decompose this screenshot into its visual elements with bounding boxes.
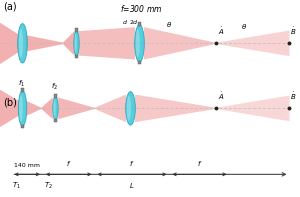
Ellipse shape [18, 91, 27, 126]
Text: $f_2$: $f_2$ [51, 82, 58, 92]
Bar [139, 22, 141, 26]
Ellipse shape [74, 34, 77, 53]
Polygon shape [58, 98, 94, 119]
Polygon shape [135, 95, 216, 122]
Bar [55, 94, 56, 98]
Polygon shape [26, 101, 41, 116]
Bar [76, 55, 78, 58]
Text: $\theta$: $\theta$ [242, 21, 248, 31]
Ellipse shape [19, 95, 23, 122]
Polygon shape [94, 95, 126, 122]
Text: $2d$: $2d$ [129, 18, 139, 26]
Text: 140 mm: 140 mm [14, 164, 40, 168]
Polygon shape [0, 23, 20, 64]
Text: $\dot{A}$: $\dot{A}$ [218, 91, 224, 102]
Ellipse shape [53, 99, 56, 117]
Polygon shape [216, 31, 290, 56]
Bar [139, 61, 141, 64]
Bar [55, 119, 56, 122]
Ellipse shape [135, 25, 144, 62]
Ellipse shape [18, 24, 27, 63]
Text: $T_2$: $T_2$ [44, 181, 53, 191]
Text: $d$: $d$ [122, 18, 128, 26]
Ellipse shape [126, 92, 135, 125]
Text: $\dot{A}$: $\dot{A}$ [218, 26, 224, 37]
Text: $f$: $f$ [129, 159, 135, 168]
Polygon shape [0, 90, 19, 127]
Text: $f$: $f$ [66, 159, 71, 168]
Text: $f_1$: $f_1$ [18, 79, 26, 89]
Text: $\dot{B}$: $\dot{B}$ [290, 91, 296, 102]
Ellipse shape [53, 97, 58, 120]
Text: (b): (b) [4, 98, 17, 108]
Polygon shape [144, 27, 216, 59]
Text: (a): (a) [4, 2, 17, 12]
Polygon shape [63, 31, 74, 56]
Bar [76, 28, 78, 32]
Ellipse shape [127, 96, 131, 121]
Text: $f$: $f$ [197, 159, 202, 168]
Ellipse shape [74, 31, 79, 56]
Text: $L$: $L$ [129, 181, 134, 190]
Text: $\dot{B}$: $\dot{B}$ [290, 26, 296, 37]
Text: $T_1$: $T_1$ [12, 181, 21, 191]
Text: $\theta$: $\theta$ [167, 20, 172, 29]
Polygon shape [79, 27, 135, 59]
Text: $f$=300 mm: $f$=300 mm [120, 3, 162, 14]
Polygon shape [26, 35, 63, 52]
Bar [22, 125, 24, 128]
Ellipse shape [136, 29, 140, 57]
Polygon shape [216, 96, 290, 121]
Ellipse shape [19, 29, 23, 58]
Bar [22, 88, 24, 92]
Polygon shape [41, 98, 53, 119]
